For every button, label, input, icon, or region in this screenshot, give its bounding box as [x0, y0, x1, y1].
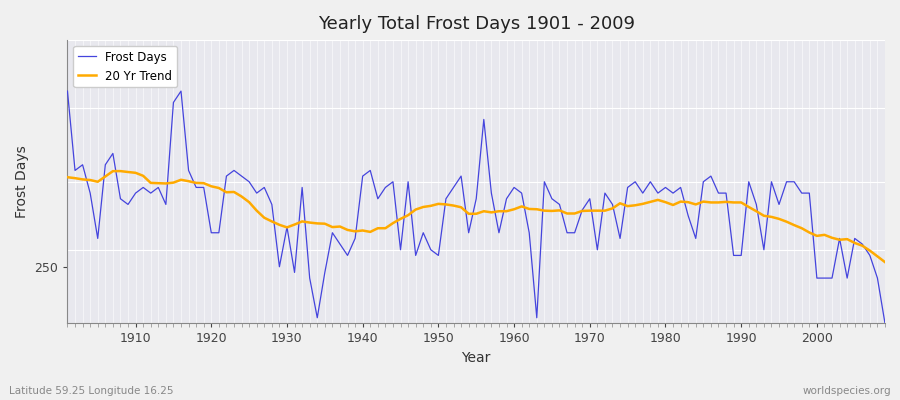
Frost Days — [335, 242, 346, 246]
20 Yr Trend — [297, 219, 308, 224]
Frost Days — [508, 185, 519, 190]
Frost Days — [289, 270, 300, 275]
20 Yr Trend — [517, 204, 527, 209]
Line: Frost Days: Frost Days — [68, 91, 885, 324]
Frost Days — [122, 202, 133, 207]
Title: Yearly Total Frost Days 1901 - 2009: Yearly Total Frost Days 1901 - 2009 — [318, 15, 634, 33]
20 Yr Trend — [342, 228, 353, 232]
Frost Days — [501, 196, 512, 201]
Frost Days — [879, 321, 890, 326]
X-axis label: Year: Year — [462, 351, 490, 365]
Text: Latitude 59.25 Longitude 16.25: Latitude 59.25 Longitude 16.25 — [9, 386, 174, 396]
Frost Days — [599, 191, 610, 196]
Y-axis label: Frost Days: Frost Days — [15, 145, 29, 218]
20 Yr Trend — [115, 169, 126, 174]
Frost Days — [62, 89, 73, 94]
20 Yr Trend — [879, 260, 890, 264]
20 Yr Trend — [508, 207, 519, 212]
Line: 20 Yr Trend: 20 Yr Trend — [68, 171, 885, 262]
Text: worldspecies.org: worldspecies.org — [803, 386, 891, 396]
20 Yr Trend — [130, 170, 141, 175]
20 Yr Trend — [62, 175, 73, 180]
20 Yr Trend — [608, 206, 618, 211]
Legend: Frost Days, 20 Yr Trend: Frost Days, 20 Yr Trend — [74, 46, 177, 87]
